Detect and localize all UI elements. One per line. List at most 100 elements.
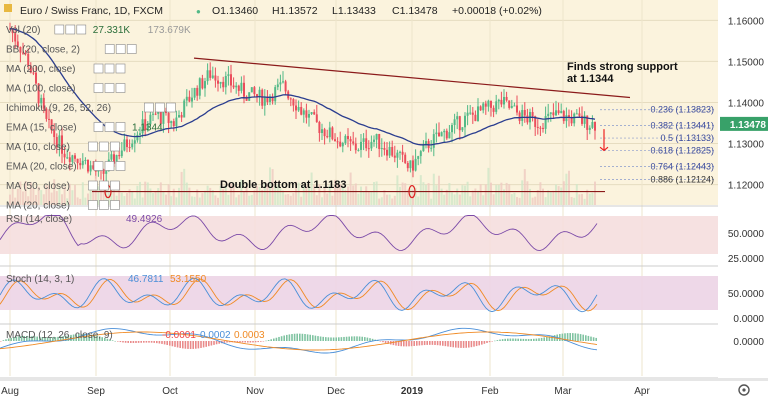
- candle-body[interactable]: [503, 96, 505, 105]
- candle-body[interactable]: [193, 87, 196, 98]
- candle-body[interactable]: [549, 112, 552, 114]
- candle-body[interactable]: [445, 130, 448, 139]
- candle-body[interactable]: [81, 160, 84, 166]
- indicator-close-icon[interactable]: [166, 102, 176, 113]
- indicator-gear-icon[interactable]: [104, 63, 115, 74]
- indicator-eye-icon[interactable]: [93, 122, 104, 132]
- candle-body[interactable]: [279, 82, 282, 85]
- candle-body[interactable]: [401, 151, 404, 155]
- candle-body[interactable]: [386, 149, 388, 156]
- candle-body[interactable]: [29, 65, 32, 73]
- candle-body[interactable]: [133, 140, 136, 144]
- candle-body[interactable]: [58, 135, 61, 148]
- candle-body[interactable]: [48, 118, 50, 120]
- candle-body[interactable]: [370, 141, 373, 149]
- candle-body[interactable]: [492, 107, 495, 112]
- candle-body[interactable]: [451, 125, 453, 133]
- candle-body[interactable]: [302, 110, 305, 115]
- indicator-eye-icon[interactable]: [93, 83, 104, 93]
- indicator-close-icon[interactable]: [110, 200, 120, 210]
- candle-body[interactable]: [92, 165, 95, 169]
- candle-body[interactable]: [180, 115, 183, 118]
- candle-body[interactable]: [474, 114, 477, 122]
- candle-body[interactable]: [328, 127, 331, 138]
- candle-body[interactable]: [497, 99, 500, 102]
- candle-body[interactable]: [557, 110, 560, 114]
- candle-body[interactable]: [518, 112, 521, 121]
- candle-body[interactable]: [466, 112, 469, 116]
- candle-body[interactable]: [269, 96, 271, 102]
- candle-body[interactable]: [339, 141, 342, 147]
- candle-body[interactable]: [266, 96, 269, 102]
- candle-body[interactable]: [162, 111, 165, 124]
- candle-body[interactable]: [534, 116, 537, 127]
- candle-body[interactable]: [198, 78, 201, 96]
- indicator-gear-icon[interactable]: [99, 180, 109, 191]
- candle-body[interactable]: [354, 143, 357, 151]
- candle-body[interactable]: [250, 87, 253, 93]
- candle-body[interactable]: [295, 105, 297, 111]
- candle-body[interactable]: [183, 100, 186, 118]
- candle-body[interactable]: [591, 122, 594, 128]
- indicator-eye-icon[interactable]: [54, 24, 65, 35]
- indicator-gear-icon[interactable]: [155, 102, 165, 113]
- candle-body[interactable]: [141, 119, 144, 134]
- candle-body[interactable]: [115, 155, 118, 164]
- candle-body[interactable]: [393, 155, 396, 158]
- candle-body[interactable]: [326, 136, 329, 138]
- candle-body[interactable]: [40, 97, 43, 104]
- indicator-eye-icon[interactable]: [88, 180, 98, 191]
- candle-body[interactable]: [66, 157, 69, 159]
- indicator-gear-icon[interactable]: [115, 44, 126, 54]
- candle-body[interactable]: [209, 70, 212, 78]
- candle-body[interactable]: [214, 75, 217, 81]
- indicator-eye-icon[interactable]: [144, 102, 154, 113]
- candle-body[interactable]: [399, 151, 401, 153]
- indicator-gear-icon[interactable]: [104, 122, 115, 132]
- candle-body[interactable]: [211, 75, 214, 78]
- candle-body[interactable]: [505, 96, 508, 101]
- indicator-gear-icon[interactable]: [99, 200, 109, 210]
- candle-body[interactable]: [531, 112, 534, 117]
- candle-body[interactable]: [323, 129, 326, 137]
- candle-body[interactable]: [352, 141, 355, 144]
- candle-body[interactable]: [271, 96, 274, 102]
- collapse-icon[interactable]: [4, 4, 12, 12]
- candle-body[interactable]: [568, 115, 570, 117]
- indicator-gear-icon[interactable]: [104, 161, 115, 171]
- candle-body[interactable]: [425, 141, 427, 145]
- candle-body[interactable]: [105, 171, 108, 174]
- candle-body[interactable]: [16, 41, 19, 47]
- candle-body[interactable]: [552, 112, 555, 116]
- candle-body[interactable]: [45, 108, 48, 119]
- candle-body[interactable]: [521, 110, 524, 121]
- candle-body[interactable]: [588, 127, 591, 130]
- indicator-gear-icon[interactable]: [99, 141, 109, 152]
- candle-body[interactable]: [243, 82, 245, 97]
- candle-body[interactable]: [539, 127, 542, 129]
- candle-body[interactable]: [435, 132, 438, 135]
- candle-body[interactable]: [22, 52, 24, 54]
- candle-body[interactable]: [89, 165, 92, 172]
- candle-body[interactable]: [547, 113, 550, 117]
- candle-body[interactable]: [510, 105, 513, 108]
- candle-body[interactable]: [217, 80, 219, 84]
- candle-body[interactable]: [464, 115, 466, 128]
- candle-body[interactable]: [477, 106, 479, 122]
- candle-body[interactable]: [383, 148, 386, 150]
- indicator-close-icon[interactable]: [115, 63, 126, 74]
- candle-body[interactable]: [469, 112, 472, 114]
- candle-body[interactable]: [471, 112, 474, 115]
- indicator-close-icon[interactable]: [126, 44, 137, 54]
- candle-body[interactable]: [300, 106, 303, 115]
- candle-body[interactable]: [365, 138, 368, 149]
- candle-body[interactable]: [136, 134, 139, 141]
- candle-body[interactable]: [170, 121, 173, 124]
- candle-body[interactable]: [391, 146, 394, 156]
- candle-body[interactable]: [438, 132, 440, 137]
- candle-body[interactable]: [581, 115, 583, 124]
- candle-body[interactable]: [131, 143, 134, 148]
- candle-body[interactable]: [175, 117, 178, 127]
- candle-body[interactable]: [508, 100, 511, 108]
